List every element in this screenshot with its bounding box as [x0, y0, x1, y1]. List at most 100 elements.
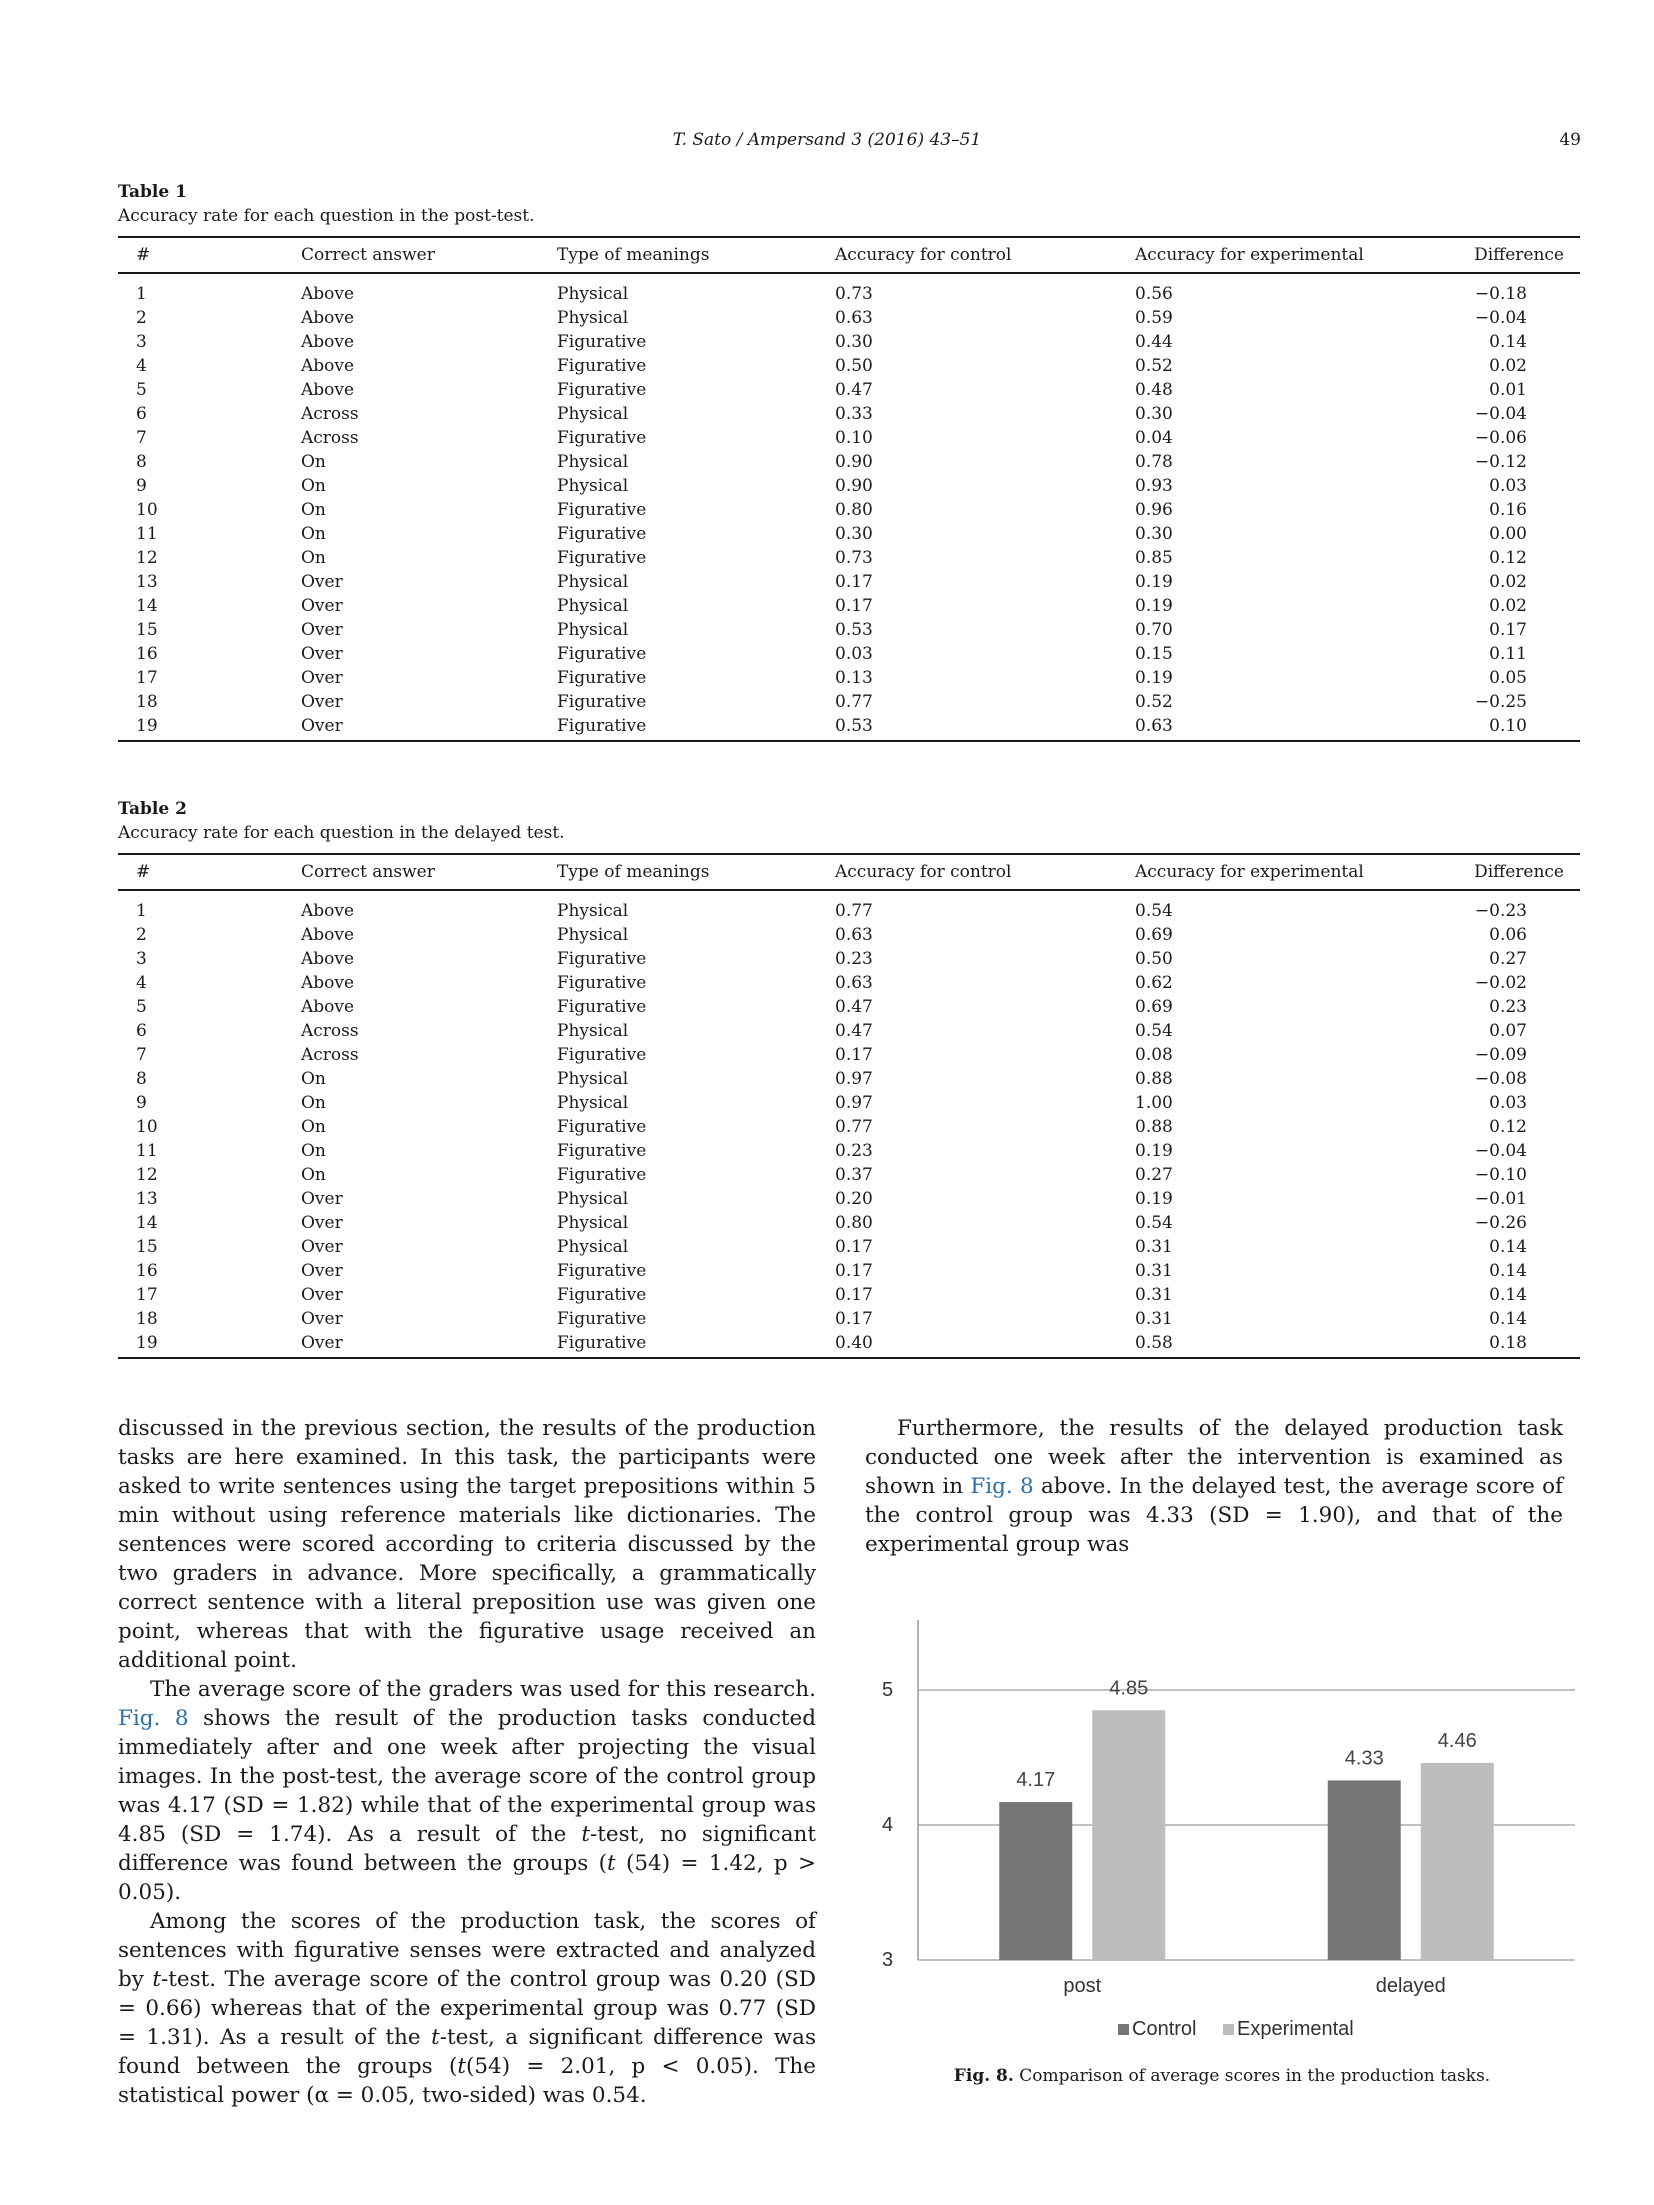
table-cell: 0.40 — [835, 1331, 1135, 1359]
table-cell: On — [301, 524, 326, 544]
table-cell: Physical — [557, 901, 629, 921]
table-cell: 0.56 — [1135, 284, 1173, 304]
table-cell: 0.63 — [1135, 714, 1465, 742]
text-run: Among the scores of the production task,… — [118, 1909, 816, 1992]
table-cell: Above — [301, 925, 355, 945]
column-header: Type of meanings — [557, 236, 835, 274]
column-header: Correct answer — [301, 853, 557, 891]
table-2-block: Table 2 Accuracy rate for each question … — [118, 797, 1580, 1359]
table-cell: Physical — [557, 1021, 629, 1041]
table-cell: Over — [301, 1285, 343, 1305]
table-cell: 17 — [136, 1285, 158, 1305]
text-run: (54) = 1.42, p > 0.05). — [118, 1851, 816, 1905]
figure-reference-link[interactable]: Fig. 8 — [118, 1706, 189, 1731]
table-cell: 0.17 — [835, 1237, 873, 1257]
figure-reference-link[interactable]: Fig. 8 — [970, 1474, 1034, 1499]
table-row: 13 Over Physical 0.17 0.19 0.02 — [118, 570, 1580, 594]
table-cell: 0.01 — [1489, 380, 1527, 400]
table-cell: 0.02 — [1489, 572, 1527, 592]
table-row: 16 Over Figurative 0.03 0.15 0.11 — [118, 642, 1580, 666]
table-cell: 0.78 — [1135, 452, 1173, 472]
table-cell: −0.09 — [1474, 1045, 1527, 1065]
table-cell: 0.54 — [1135, 1021, 1173, 1041]
table-row: 15 Over Physical 0.17 0.31 0.14 — [118, 1235, 1580, 1259]
table-cell: Above — [301, 332, 355, 352]
legend-label: Experimental — [1237, 2018, 1354, 2040]
y-tick-label: 4 — [882, 1814, 893, 1836]
table-cell: Figurative — [557, 500, 647, 520]
table-row: 9 On Physical 0.97 1.00 0.03 — [118, 1091, 1580, 1115]
table-cell: 6 — [136, 404, 147, 424]
table-cell: Physical — [557, 1189, 629, 1209]
table-cell: 0.73 — [835, 548, 873, 568]
table-cell: 0.63 — [835, 925, 873, 945]
table-cell: 0.20 — [835, 1189, 873, 1209]
table-cell: −0.02 — [1474, 973, 1527, 993]
table-cell: Physical — [557, 1093, 629, 1113]
table-cell: 3 — [136, 949, 147, 969]
table-row: 2 Above Physical 0.63 0.59 −0.04 — [118, 306, 1580, 330]
data-label: 4.85 — [1109, 1677, 1148, 1699]
table-cell: 0.77 — [835, 1117, 873, 1137]
table-cell: 0.31 — [1135, 1285, 1173, 1305]
table-row: 15 Over Physical 0.53 0.70 0.17 — [118, 618, 1580, 642]
table-cell: 11 — [136, 524, 158, 544]
table-cell: −0.04 — [1474, 1141, 1527, 1161]
table-cell: 0.23 — [1489, 997, 1527, 1017]
table-cell: 0.47 — [835, 1021, 873, 1041]
table-cell: 0.47 — [835, 997, 873, 1017]
table-cell: Figurative — [557, 668, 647, 688]
legend-label: Control — [1132, 2018, 1196, 2040]
table-cell: −0.08 — [1474, 1069, 1527, 1089]
table-cell: Above — [301, 380, 355, 400]
table-cell: Figurative — [557, 1261, 647, 1281]
table-cell: 8 — [136, 1069, 147, 1089]
paragraph: Among the scores of the production task,… — [118, 1907, 816, 2110]
table-cell: 0.63 — [835, 308, 873, 328]
table-row: 1 Above Physical 0.73 0.56 −0.18 — [118, 273, 1580, 306]
table-cell: Physical — [557, 284, 629, 304]
table-cell: Figurative — [557, 949, 647, 969]
table-cell: Over — [301, 596, 343, 616]
table-cell: 0.37 — [835, 1165, 873, 1185]
table-cell: 0.30 — [1135, 524, 1173, 544]
table-cell: 0.59 — [1135, 308, 1173, 328]
table-cell: −0.01 — [1474, 1189, 1527, 1209]
table-cell: 0.77 — [835, 901, 873, 921]
table-cell: Over — [301, 1189, 343, 1209]
table-cell: 0.13 — [835, 668, 873, 688]
table-cell: Figurative — [557, 644, 647, 664]
table-cell: 0.03 — [1489, 1093, 1527, 1113]
table-cell: Over — [301, 1213, 343, 1233]
column-header: # — [118, 236, 301, 274]
table-cell: 0.53 — [835, 714, 1135, 742]
table-cell: 0.80 — [835, 500, 873, 520]
table-cell: 0.23 — [835, 949, 873, 969]
text-run: (54) = 2.01, p < 0.05). The statistical … — [118, 2054, 816, 2108]
table-cell: Over — [301, 714, 557, 742]
table-row: 7 Across Figurative 0.17 0.08 −0.09 — [118, 1043, 1580, 1067]
table-cell: Over — [301, 644, 343, 664]
table-row: 14 Over Physical 0.17 0.19 0.02 — [118, 594, 1580, 618]
table-row: 5 Above Figurative 0.47 0.48 0.01 — [118, 378, 1580, 402]
bar-experimental-delayed — [1420, 1762, 1494, 1960]
table-row: 6 Across Physical 0.33 0.30 −0.04 — [118, 402, 1580, 426]
body-column-left: discussed in the previous section, the r… — [118, 1414, 816, 2110]
table-cell: 3 — [136, 332, 147, 352]
table-cell: On — [301, 452, 326, 472]
text-run: Furthermore, the results of the delayed … — [865, 1416, 1563, 1499]
table-cell: Over — [301, 1331, 557, 1359]
table-cell: 0.19 — [1135, 1141, 1173, 1161]
table-row: 18 Over Figurative 0.17 0.31 0.14 — [118, 1307, 1580, 1331]
table-cell: On — [301, 548, 326, 568]
x-tick-label: post — [1063, 1975, 1101, 1997]
text-run: shows the result of the production tasks… — [118, 1706, 816, 1847]
table-cell: 0.53 — [835, 620, 873, 640]
table-cell: 0.27 — [1135, 1165, 1173, 1185]
table-cell: Across — [301, 1021, 359, 1041]
table-cell: On — [301, 1165, 326, 1185]
table-cell: 0.14 — [1489, 1261, 1527, 1281]
table-cell: 2 — [136, 308, 147, 328]
table-cell: On — [301, 1117, 326, 1137]
data-label: 4.33 — [1345, 1747, 1384, 1769]
